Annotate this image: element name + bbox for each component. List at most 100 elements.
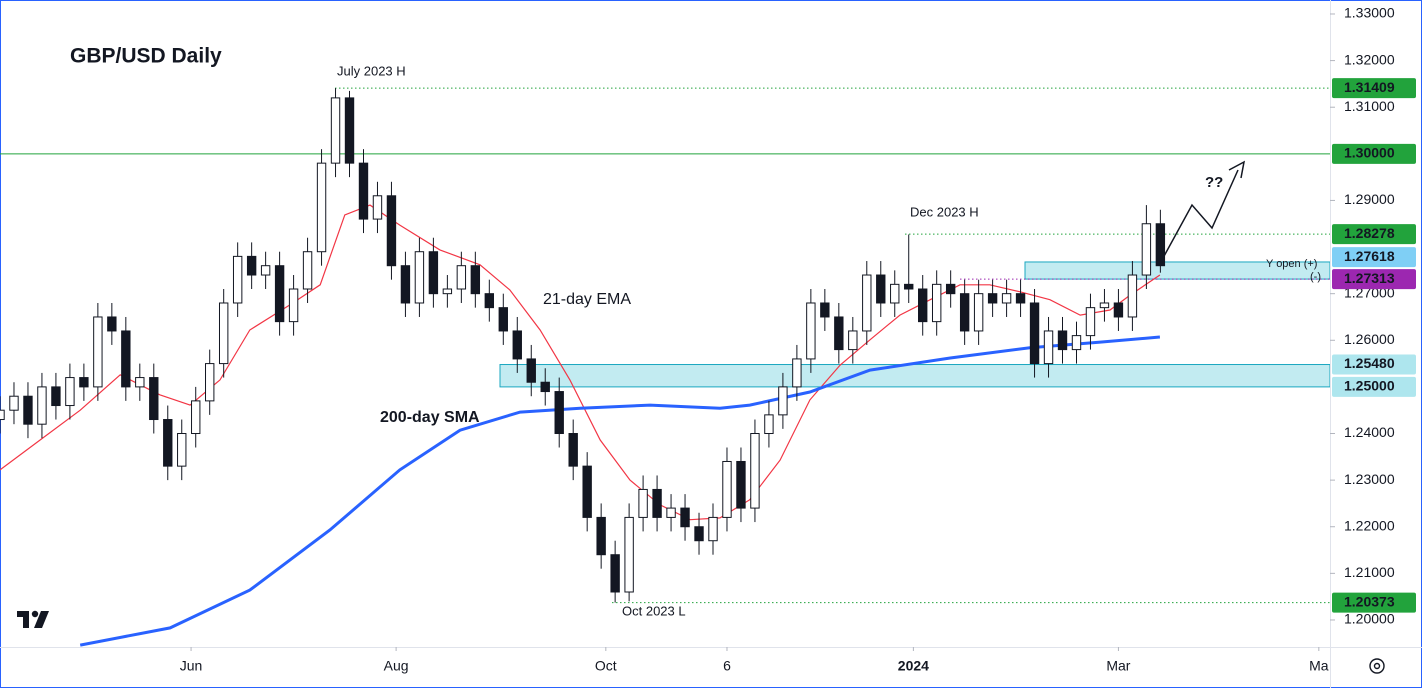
candle-body xyxy=(386,195,397,267)
candle-body xyxy=(1043,330,1054,365)
price-badge xyxy=(1332,376,1416,397)
price-badge-label: 1.31409 xyxy=(1344,79,1395,95)
price-badge xyxy=(1332,592,1416,613)
candle-body xyxy=(554,391,564,435)
candle-body xyxy=(1015,293,1026,304)
candle-body xyxy=(205,363,215,402)
candle-body xyxy=(1001,293,1012,304)
projection-arrow xyxy=(1162,169,1239,259)
y-tick-label: 1.23000 xyxy=(1344,471,1395,487)
candle-body xyxy=(722,460,732,518)
price-badge-label: 1.27618 xyxy=(1344,248,1395,264)
series-label: 21-day EMA xyxy=(543,291,631,308)
candle-body xyxy=(65,377,75,407)
x-tick-label: Oct xyxy=(595,658,617,674)
candle-body xyxy=(442,288,453,295)
x-tick-label: 6 xyxy=(723,658,731,674)
y-tick-label: 1.22000 xyxy=(1344,517,1395,533)
candle-body xyxy=(372,195,383,220)
price-badge xyxy=(1332,354,1416,375)
candle-body xyxy=(414,251,425,304)
price-badge-label: 1.25000 xyxy=(1344,378,1395,394)
candle-body xyxy=(680,507,690,528)
annotation: Oct 2023 L xyxy=(622,603,686,618)
x-tick-label: Jun xyxy=(180,658,203,674)
candle-body xyxy=(51,386,61,407)
candle-body xyxy=(163,419,173,467)
candle-body xyxy=(428,251,439,295)
candle-body xyxy=(302,251,313,290)
annotation: July 2023 H xyxy=(337,63,406,78)
y-tick-label: 1.26000 xyxy=(1344,331,1395,347)
candle-body xyxy=(512,330,522,360)
series-label: 200-day SMA xyxy=(380,409,480,426)
annotation: ?? xyxy=(1205,174,1223,191)
candle-body xyxy=(79,377,89,388)
candle-body xyxy=(400,265,411,304)
candle-body xyxy=(736,460,746,509)
candle-body xyxy=(149,377,159,421)
candle-body xyxy=(792,358,802,388)
price-badge-label: 1.25480 xyxy=(1344,355,1395,371)
price-badge xyxy=(1332,247,1416,268)
price-badge-label: 1.28278 xyxy=(1344,225,1395,241)
candle-body xyxy=(1141,223,1152,276)
candle-body xyxy=(918,288,928,323)
candle-body xyxy=(610,554,620,593)
candle-body xyxy=(260,265,271,276)
candle-body xyxy=(232,255,243,304)
candle-body xyxy=(568,433,578,467)
candle-body xyxy=(820,302,830,318)
candle-body xyxy=(288,288,299,323)
candle-body xyxy=(1155,223,1166,267)
candle-body xyxy=(93,316,103,388)
candle-body xyxy=(9,395,19,411)
candle-body xyxy=(848,330,858,351)
chart-title: GBP/USD Daily xyxy=(70,45,222,68)
price-badge-label: 1.30000 xyxy=(1344,145,1395,161)
x-tick-label: Mar xyxy=(1106,658,1130,674)
candle-body xyxy=(694,526,704,542)
candle-body xyxy=(624,516,634,593)
y-tick-label: 1.32000 xyxy=(1344,51,1395,67)
candle-body xyxy=(945,283,956,295)
candle-body xyxy=(806,302,816,360)
annotation: (-) xyxy=(1310,271,1321,283)
price-badge-label: 1.20373 xyxy=(1344,593,1395,609)
candle-body xyxy=(708,516,718,542)
candle-body xyxy=(750,433,760,509)
tv-logo xyxy=(17,610,49,628)
series-line xyxy=(0,204,1161,521)
candle-body xyxy=(904,283,914,290)
candle-body xyxy=(0,409,5,421)
annotation: Dec 2023 H xyxy=(910,204,979,219)
settings-icon[interactable] xyxy=(1369,658,1385,674)
series-line xyxy=(79,335,1161,647)
price-badge-label: 1.27313 xyxy=(1344,270,1395,286)
candle-body xyxy=(890,283,900,304)
candle-body xyxy=(666,507,676,518)
candle-body xyxy=(191,400,201,435)
plot-area xyxy=(0,87,1331,647)
candle-body xyxy=(1085,307,1096,337)
candle-body xyxy=(107,316,117,332)
candle-body xyxy=(834,316,844,351)
candle-body xyxy=(330,97,341,164)
candle-body xyxy=(1029,302,1040,365)
candle-body xyxy=(218,302,229,365)
candle-body xyxy=(1099,302,1110,309)
candle-body xyxy=(931,283,942,323)
candle-body xyxy=(876,274,886,304)
candle-body xyxy=(540,381,550,393)
x-tick-label: Aug xyxy=(384,658,409,674)
candle-body xyxy=(177,433,187,467)
candle-body xyxy=(1127,274,1138,318)
y-tick-label: 1.20000 xyxy=(1344,611,1395,627)
candle-body xyxy=(652,488,662,518)
candle-body xyxy=(316,162,327,253)
price-badge xyxy=(1332,143,1416,164)
zone xyxy=(499,364,1331,388)
